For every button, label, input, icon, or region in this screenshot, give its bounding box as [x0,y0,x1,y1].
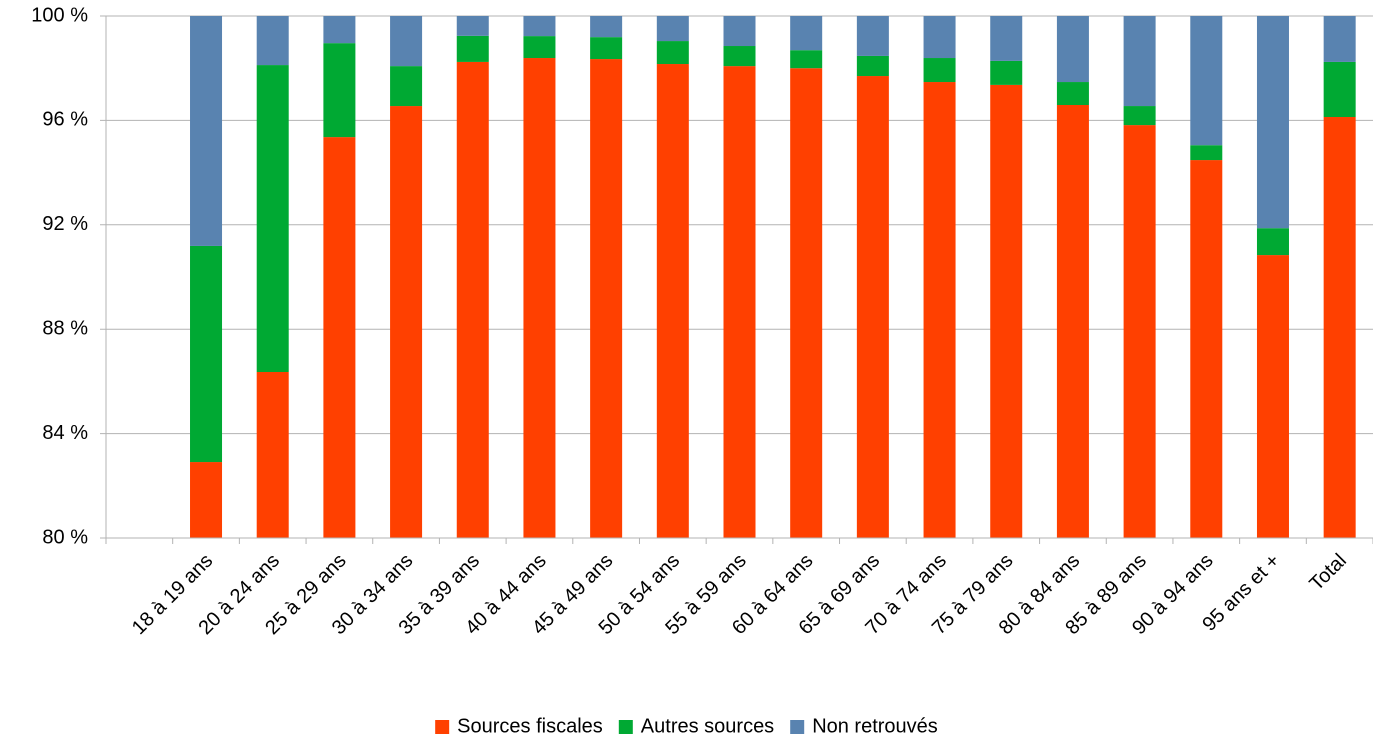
bar-segment [1256,228,1289,256]
legend-label: Autres sources [641,715,774,737]
bar-segment [190,245,223,463]
bar-segment [790,50,823,69]
bar-segment [523,58,556,539]
bar-segment [790,16,823,51]
y-tick-label: 92 % [42,213,88,235]
y-tick-label: 84 % [42,422,88,444]
bar-segment [656,41,689,65]
bar-segment [790,68,823,538]
bar-segment [990,84,1023,539]
bar-segment [390,66,423,107]
bar-segment [990,60,1023,85]
bar-segment [1256,255,1289,539]
legend-label: Non retrouvés [812,715,938,737]
bar-segment [190,16,223,246]
legend: Sources fiscales Autres sources Non retrou… [435,715,938,737]
y-tick-label: 80 % [42,526,88,548]
bar-segment [656,64,689,539]
bar-segment [1123,106,1156,126]
y-tick-label: 100 % [31,4,88,26]
legend-label: Sources fiscales [457,715,603,737]
bar-segment [523,16,556,37]
bar-segment [323,16,356,44]
bar-segment [1323,117,1356,538]
bar-segment [723,66,756,538]
bar-segment [1056,16,1089,83]
bar-segment [856,76,889,538]
bar-segment [923,58,956,83]
bar-segment [1123,16,1156,107]
legend-swatch [790,720,805,734]
bar-segment [590,16,623,38]
bar-segment [523,36,556,59]
bar-segment [323,137,356,538]
bar-segment [1056,82,1089,106]
bar-segment [256,16,289,66]
bar-segment [1323,61,1356,118]
bar-segment [323,43,356,138]
bar-segment [990,16,1023,61]
bar-segment [1323,16,1356,62]
bar-segment [456,16,489,36]
bar-segment [1190,16,1223,146]
bar-segment [590,59,623,538]
bar-segment [656,16,689,42]
bar-segment [190,462,223,538]
y-tick-label: 96 % [42,109,88,131]
x-tick-label: Total [1305,550,1350,595]
bar-segment [1190,160,1223,538]
bar-segment [923,16,956,59]
legend-swatch [435,720,450,734]
bar-segment [723,16,756,47]
bar-segment [723,46,756,67]
bar-segment [1256,16,1289,229]
bar-segment [1056,105,1089,538]
bar-segment [856,16,889,56]
bar-segment [390,16,423,67]
bar-segment [590,37,623,60]
bar-segment [856,55,889,77]
bar-segment [256,65,289,373]
legend-swatch [618,720,633,734]
bar-segment [1190,145,1223,161]
bar-segment [390,106,423,539]
bar-segment [1123,125,1156,539]
bar-segment [256,372,289,538]
y-tick-label: 88 % [42,317,88,339]
bar-segment [923,82,956,539]
bar-segment [456,35,489,62]
bar-segment [456,61,489,538]
